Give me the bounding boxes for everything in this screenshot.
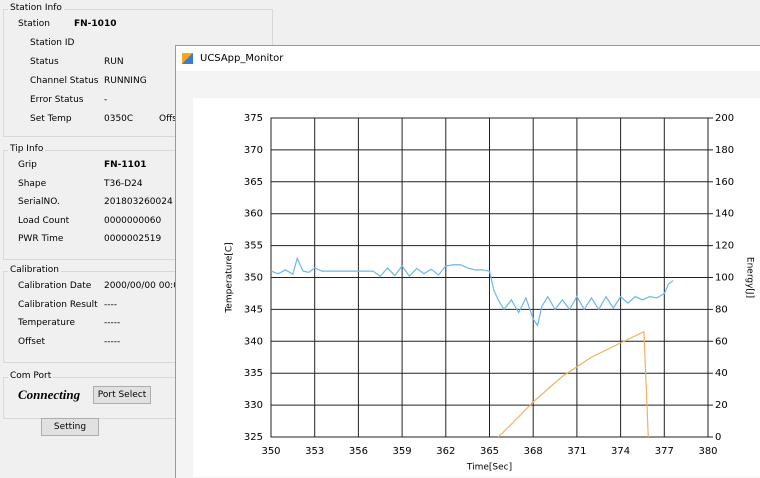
field-label: Calibration Result	[18, 299, 98, 310]
field-value: -----	[104, 318, 121, 328]
y-tick-label: 325	[244, 432, 263, 443]
y-tick-label: 335	[244, 368, 263, 379]
y-tick-label: 355	[244, 241, 263, 252]
x-tick-label: 362	[436, 446, 455, 457]
window-title: UCSApp_Monitor	[200, 53, 284, 64]
field-value: 201803260024	[104, 197, 173, 207]
y2-axis-label: Energy[J]	[745, 257, 755, 298]
field-label: Station ID	[30, 38, 75, 48]
y2-tick-label: 160	[715, 177, 734, 188]
x-tick-label: 365	[480, 446, 499, 457]
field-label: Error Status	[30, 95, 84, 105]
field-label: Calibration Date	[18, 281, 92, 291]
y-tick-label: 340	[244, 336, 263, 347]
field-value: FN-1010	[74, 19, 117, 29]
group-title: Calibration	[8, 265, 61, 275]
port-select-button[interactable]: Port Select	[93, 386, 151, 404]
field-label: Load Count	[18, 215, 70, 226]
field-label: Channel Status	[30, 76, 99, 86]
series-line	[270, 256, 674, 327]
field-value: 0350C	[104, 114, 134, 124]
field-value: Offs	[159, 114, 177, 124]
group-box: Station Info Station FN-1010 Station ID Stat…	[3, 3, 273, 137]
y2-tick-label: 80	[715, 304, 728, 315]
x-tick-label: 380	[698, 446, 717, 457]
field-value: 0000000060	[104, 215, 162, 226]
group-box: Calibration Calibration Date 2000/00/00 00…	[3, 265, 273, 363]
y-axis-label: Temperature[C]	[225, 242, 235, 313]
x-tick-label: 356	[349, 446, 368, 457]
y-tick-label: 370	[244, 145, 263, 156]
x-tick-label: 350	[261, 446, 280, 457]
y2-tick-label: 100	[715, 273, 734, 284]
field-label: Status	[30, 57, 59, 67]
x-tick-label: 359	[393, 446, 412, 457]
plot-frame	[270, 117, 709, 438]
field-label: Offset	[18, 336, 46, 347]
y2-tick-label: 140	[715, 209, 734, 220]
x-tick-label: 377	[655, 446, 674, 457]
group-title: Station Info	[8, 3, 64, 13]
connection-status: Connecting	[18, 387, 81, 402]
y-tick-label: 365	[244, 177, 263, 188]
field-label: Temperature	[18, 318, 76, 328]
group-box: Tip Info Grip FN-1101 Shape T36-D24 SerialNO.…	[3, 144, 273, 260]
y-tick-label: 330	[244, 400, 263, 411]
field-label: PWR Time	[18, 234, 64, 244]
y-tick-label: 350	[244, 273, 263, 284]
title-bar: UCSApp_Monitor	[176, 46, 760, 71]
field-value: FN-1101	[104, 160, 147, 170]
field-value: 2000/00/00 00:00	[104, 281, 185, 291]
field-label: Set Temp	[30, 114, 72, 124]
y2-tick-label: 60	[715, 336, 728, 347]
y2-tick-label: 40	[715, 368, 728, 379]
group-title: Tip Info	[8, 144, 46, 154]
group-title: Com Port	[8, 371, 54, 381]
field-value: -	[104, 95, 108, 105]
field-value: RUN	[104, 57, 124, 67]
x-tick-label: 368	[524, 446, 543, 457]
field-label: SerialNO.	[18, 197, 60, 207]
app-icon	[182, 53, 193, 64]
field-value: T36-D24	[104, 178, 143, 189]
x-axis-label: Time[Sec]	[466, 463, 512, 473]
series-line	[497, 330, 649, 438]
chart-area	[193, 98, 760, 477]
field-value: RUNNING	[104, 76, 147, 86]
x-tick-label: 371	[567, 446, 586, 457]
field-label: Shape	[18, 178, 47, 189]
field-label: Station	[18, 19, 50, 29]
setting-button[interactable]: Setting	[41, 418, 99, 436]
field-label: Grip	[18, 160, 37, 170]
y2-tick-label: 200	[715, 113, 734, 124]
field-value: -----	[104, 336, 121, 347]
y-tick-label: 375	[244, 113, 263, 124]
y2-tick-label: 180	[715, 145, 734, 156]
x-tick-label: 374	[611, 446, 630, 457]
y2-tick-label: 20	[715, 400, 728, 411]
y2-tick-label: 120	[715, 241, 734, 252]
x-tick-label: 353	[305, 446, 324, 457]
field-value: ----	[104, 299, 117, 310]
field-value: 0000002519	[104, 234, 162, 244]
y-tick-label: 345	[244, 304, 263, 315]
y-tick-label: 360	[244, 209, 263, 220]
y2-tick-label: 0	[715, 432, 721, 443]
